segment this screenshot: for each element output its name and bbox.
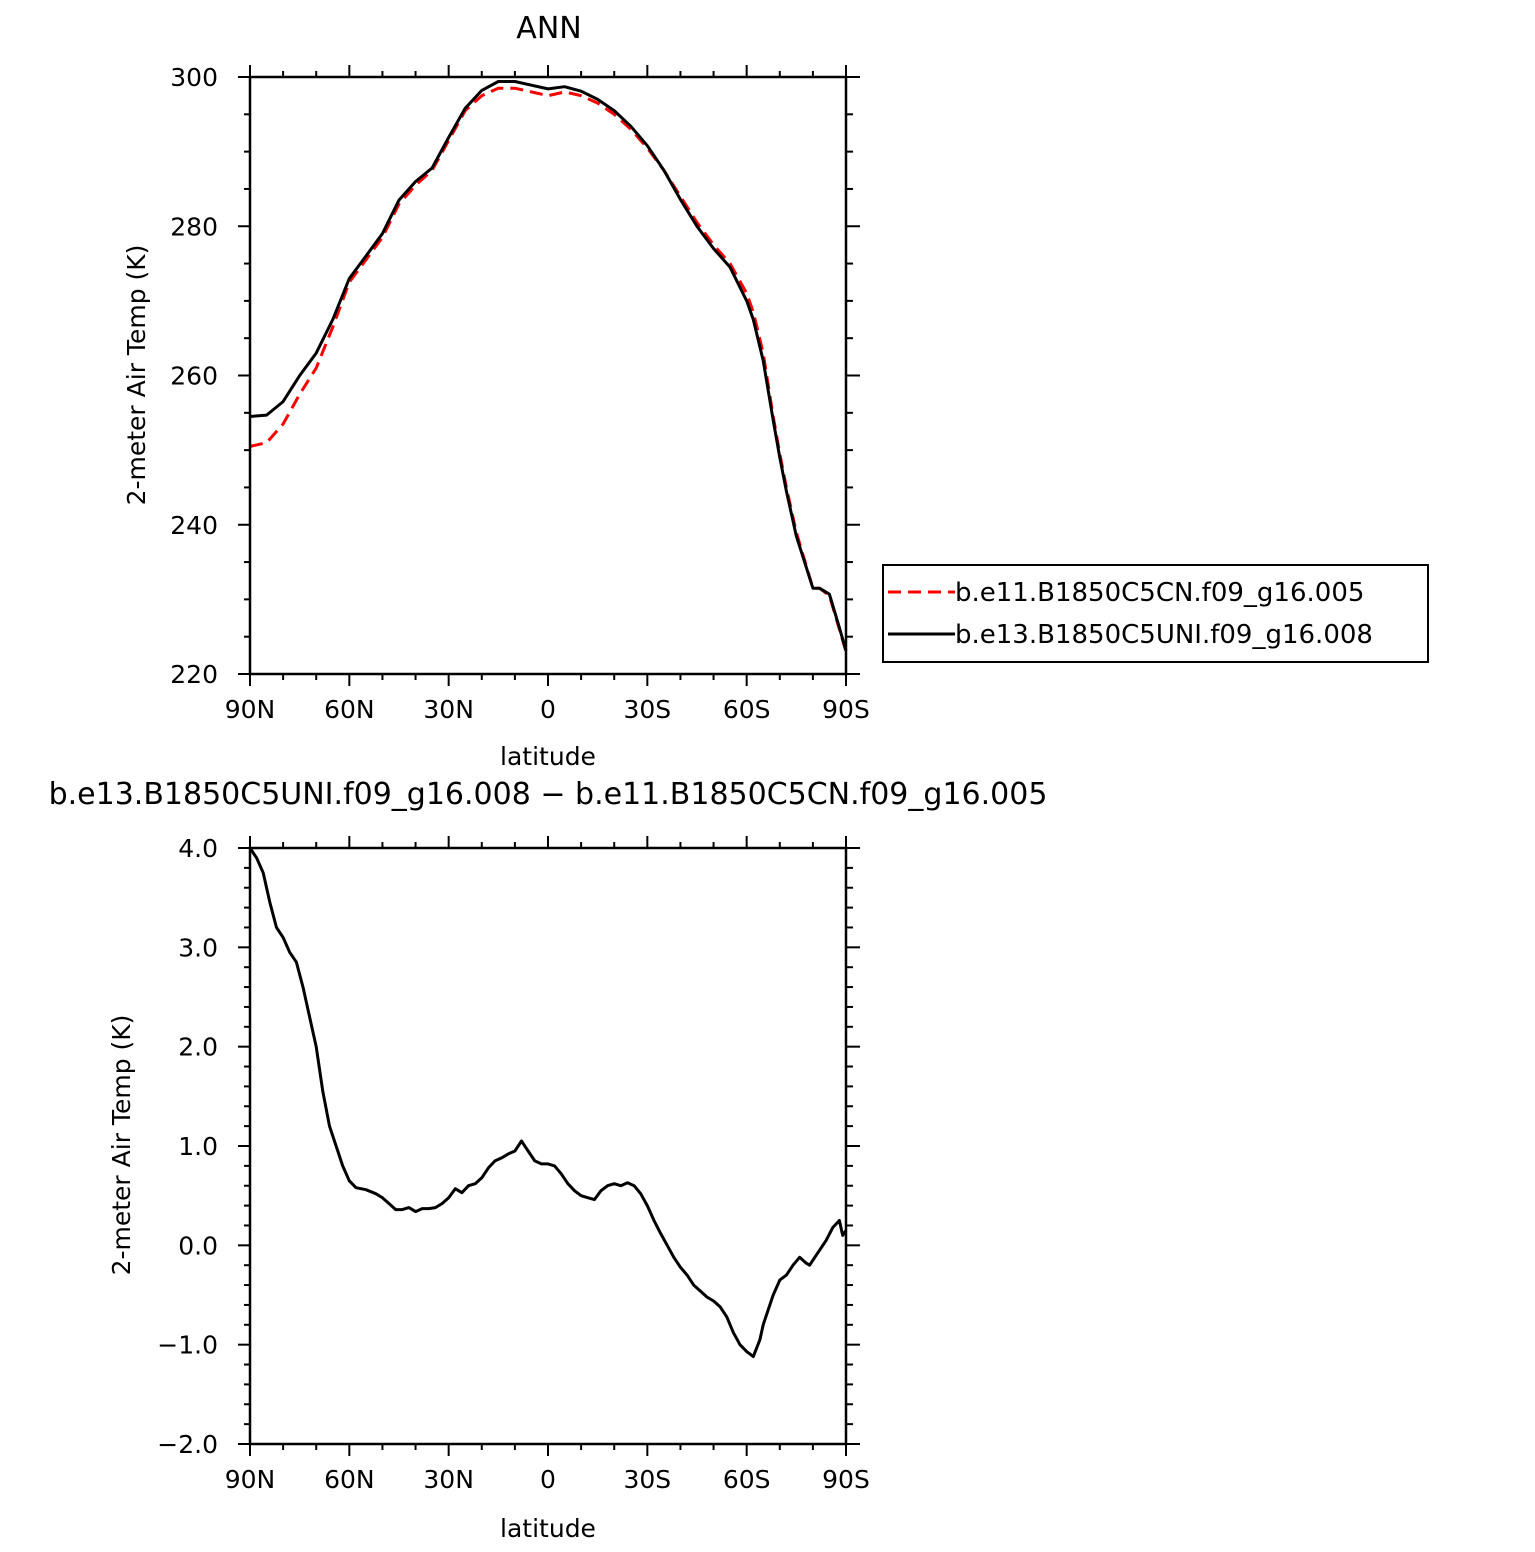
- top-panel: ANN 2-meter Air Temp (K) latitude 90N 60N…: [122, 11, 870, 771]
- bottom-ytick-label-0: −2.0: [157, 1430, 218, 1459]
- top-ytick-label-3: 280: [170, 212, 218, 241]
- bottom-series-line-0: [248, 847, 848, 1359]
- bottom-ytick-label-2: 0.0: [178, 1231, 218, 1260]
- top-xtick-label-3: 0: [540, 695, 556, 724]
- bottom-xtick-label-6: 90S: [822, 1465, 870, 1494]
- bottom-ylabel: 2-meter Air Temp (K): [107, 1015, 136, 1276]
- bottom-xtick-label-3: 0: [540, 1465, 556, 1494]
- top-ticks: 90N 60N 30N 0 30S 60S 90S 220 240 260 280 300: [170, 63, 870, 724]
- bottom-ytick-label-3: 1.0: [178, 1132, 218, 1161]
- top-ytick-label-1: 240: [170, 511, 218, 540]
- legend: b.e11.B1850C5CN.f09_g16.005 b.e13.B1850C…: [882, 564, 1429, 663]
- top-plot-frame: [248, 75, 848, 676]
- bottom-plot-title: b.e13.B1850C5UNI.f09_g16.008 − b.e11.B18…: [49, 777, 1048, 812]
- bottom-xtick-label-2: 30N: [423, 1465, 474, 1494]
- top-xtick-label-6: 90S: [822, 695, 870, 724]
- bottom-ticks: 90N 60N 30N 0 30S 60S 90S −2.0 −1.0 0.0 1.0 2.0 3.0 4…: [157, 834, 870, 1494]
- top-ytick-label-2: 260: [170, 362, 218, 391]
- bottom-xtick-label-1: 60N: [324, 1465, 375, 1494]
- top-ylabel: 2-meter Air Temp (K): [122, 245, 151, 506]
- bottom-xtick-label-0: 90N: [225, 1465, 276, 1494]
- bottom-xlabel: latitude: [500, 1514, 596, 1543]
- bottom-ytick-label-6: 4.0: [178, 834, 218, 863]
- legend-label-1: b.e13.B1850C5UNI.f09_g16.008: [955, 620, 1373, 650]
- bottom-panel: b.e13.B1850C5UNI.f09_g16.008 − b.e11.B18…: [49, 777, 1048, 1543]
- top-ytick-label-4: 300: [170, 63, 218, 92]
- top-xtick-label-0: 90N: [225, 695, 276, 724]
- bottom-xtick-label-4: 30S: [623, 1465, 671, 1494]
- top-series-line-0: [249, 86, 848, 653]
- top-series: [249, 80, 848, 653]
- top-series-line-1: [249, 80, 848, 652]
- top-xtick-label-4: 30S: [623, 695, 671, 724]
- bottom-ytick-label-5: 3.0: [178, 933, 218, 962]
- bottom-ytick-label-1: −1.0: [157, 1331, 218, 1360]
- top-plot-title: ANN: [516, 11, 581, 46]
- bottom-series: [248, 847, 848, 1359]
- bottom-xtick-label-5: 60S: [723, 1465, 771, 1494]
- bottom-plot-frame: [248, 846, 848, 1446]
- top-xtick-label-2: 30N: [423, 695, 474, 724]
- legend-box: [882, 564, 1429, 663]
- top-xlabel: latitude: [500, 742, 596, 771]
- top-ytick-label-0: 220: [170, 660, 218, 689]
- legend-label-0: b.e11.B1850C5CN.f09_g16.005: [955, 578, 1364, 608]
- bottom-ytick-label-4: 2.0: [178, 1033, 218, 1062]
- top-xtick-label-1: 60N: [324, 695, 375, 724]
- top-xtick-label-5: 60S: [723, 695, 771, 724]
